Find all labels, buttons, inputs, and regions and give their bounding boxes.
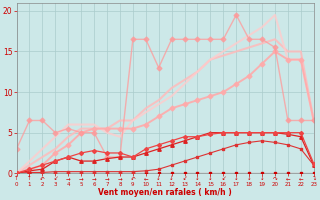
X-axis label: Vent moyen/en rafales ( km/h ): Vent moyen/en rafales ( km/h ) <box>98 188 232 197</box>
